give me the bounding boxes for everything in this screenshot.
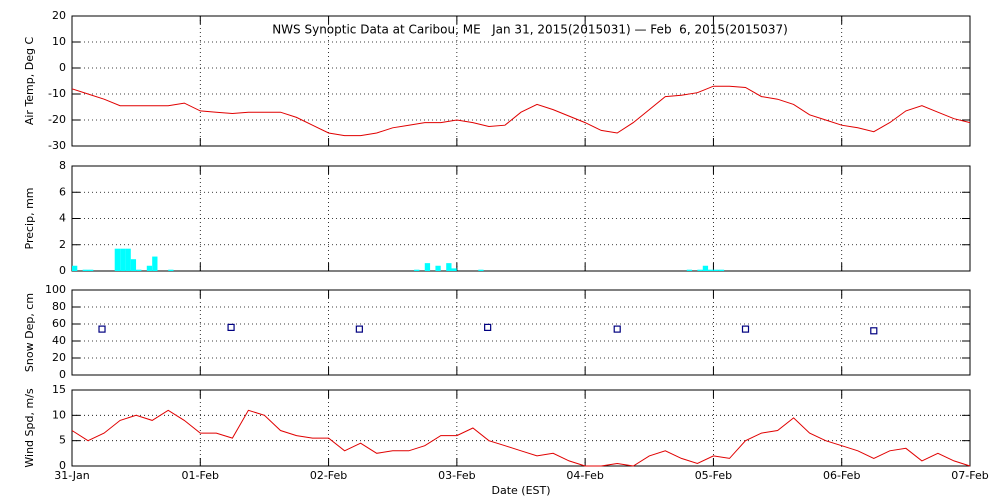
bar <box>713 269 719 271</box>
y-tick-label: 6 <box>59 185 66 198</box>
bar <box>82 269 88 271</box>
bar <box>718 269 725 271</box>
point <box>355 325 363 333</box>
bar <box>424 263 431 271</box>
y-tick-label: 2 <box>59 238 66 251</box>
y-tick-label: 10 <box>52 35 66 48</box>
point <box>613 325 621 333</box>
y-tick-label: 20 <box>52 9 66 22</box>
panel: 0 2 4 6 8 Precip, mm <box>23 159 971 277</box>
y-tick-label: 0 <box>59 61 66 74</box>
data-line <box>71 85 971 137</box>
bar <box>435 265 441 271</box>
bar <box>146 265 153 271</box>
x-tick-label: 31-Jan <box>54 469 90 482</box>
y-tick-label: -10 <box>48 87 66 100</box>
bar <box>446 263 452 271</box>
point <box>741 325 750 333</box>
x-tick-label: 01-Feb <box>182 469 219 482</box>
bar <box>136 269 142 271</box>
bar <box>125 248 131 271</box>
bar <box>120 248 126 271</box>
y-tick-label: -20 <box>48 113 66 126</box>
bar <box>697 269 703 271</box>
x-tick-label: 04-Feb <box>566 469 603 482</box>
bar <box>478 269 484 271</box>
y-tick-label: 0 <box>59 264 66 277</box>
y-tick-label: 100 <box>45 283 66 296</box>
point <box>870 327 878 335</box>
y-axis-label: Snow Dep, cm <box>23 293 36 372</box>
point <box>484 323 492 331</box>
data-line <box>71 409 971 467</box>
bar <box>152 256 158 271</box>
plot-frame <box>71 15 971 147</box>
plot-frame <box>71 389 971 467</box>
panel: 0 5 10 15 Wind Spd, m/s 31-Jan 01-Feb 02-Feb 03-… <box>23 383 989 497</box>
plot-frame <box>71 165 971 272</box>
y-tick-label: 4 <box>59 212 66 225</box>
point <box>98 325 106 333</box>
bar <box>130 259 137 271</box>
bar <box>708 269 714 271</box>
bar <box>114 248 121 271</box>
bar <box>414 269 420 271</box>
bar <box>702 265 709 271</box>
y-tick-label: 0 <box>59 459 66 472</box>
y-tick-label: 60 <box>52 317 66 330</box>
y-tick-label: 0 <box>59 368 66 381</box>
bar <box>686 269 693 271</box>
y-tick-label: 20 <box>52 351 66 364</box>
y-tick-label: 40 <box>52 334 66 347</box>
y-axis-label: Air Temp, Deg C <box>23 37 36 126</box>
y-axis-label: Precip, mm <box>23 188 36 250</box>
x-tick-label: 02-Feb <box>310 469 347 482</box>
chart-title: NWS Synoptic Data at Caribou, ME Jan 31,… <box>272 23 788 37</box>
bar <box>168 269 174 271</box>
bar <box>72 265 78 271</box>
bar <box>88 269 94 271</box>
y-tick-label: 80 <box>52 300 66 313</box>
x-axis-label: Date (EST) <box>491 484 550 497</box>
y-tick-label: 10 <box>52 408 66 421</box>
y-tick-label: -30 <box>48 139 66 152</box>
x-tick-label: 06-Feb <box>823 469 860 482</box>
bar <box>451 268 457 271</box>
plot-frame <box>71 289 971 376</box>
y-tick-label: 5 <box>59 434 66 447</box>
y-tick-label: 8 <box>59 159 66 172</box>
y-tick-label: 15 <box>52 383 66 396</box>
y-axis-label: Wind Spd, m/s <box>23 388 36 468</box>
x-tick-label: 03-Feb <box>438 469 475 482</box>
point <box>227 323 235 331</box>
panel: 0 20 40 60 80 100 Snow Dep, cm <box>23 283 971 381</box>
panel: -30 -20 -10 0 10 20 Air Temp, Deg C NWS Synopti… <box>23 9 971 152</box>
x-tick-label: 05-Feb <box>695 469 732 482</box>
x-tick-label: 07-Feb <box>951 469 988 482</box>
